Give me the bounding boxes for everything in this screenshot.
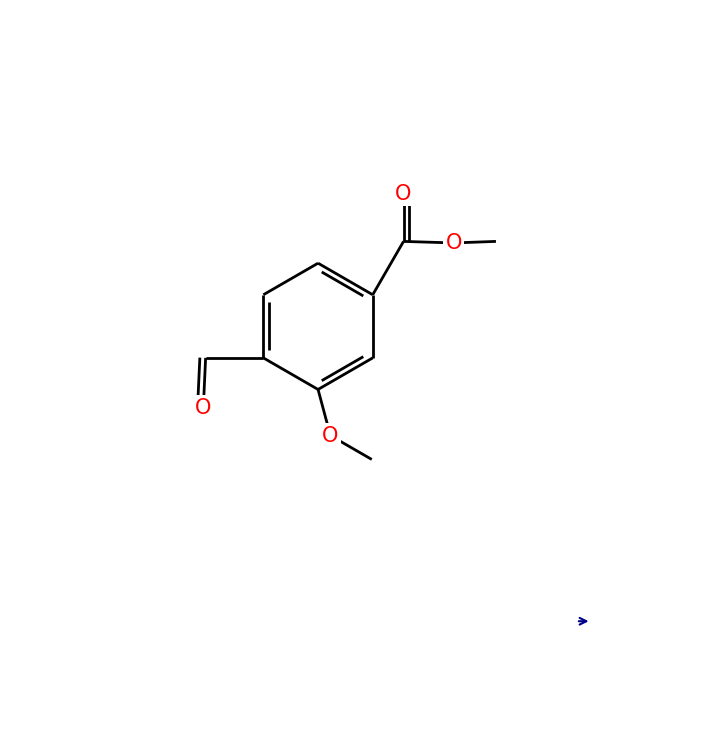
- Text: O: O: [395, 184, 411, 204]
- Text: O: O: [322, 426, 339, 446]
- Text: O: O: [446, 233, 462, 253]
- Text: O: O: [195, 398, 212, 418]
